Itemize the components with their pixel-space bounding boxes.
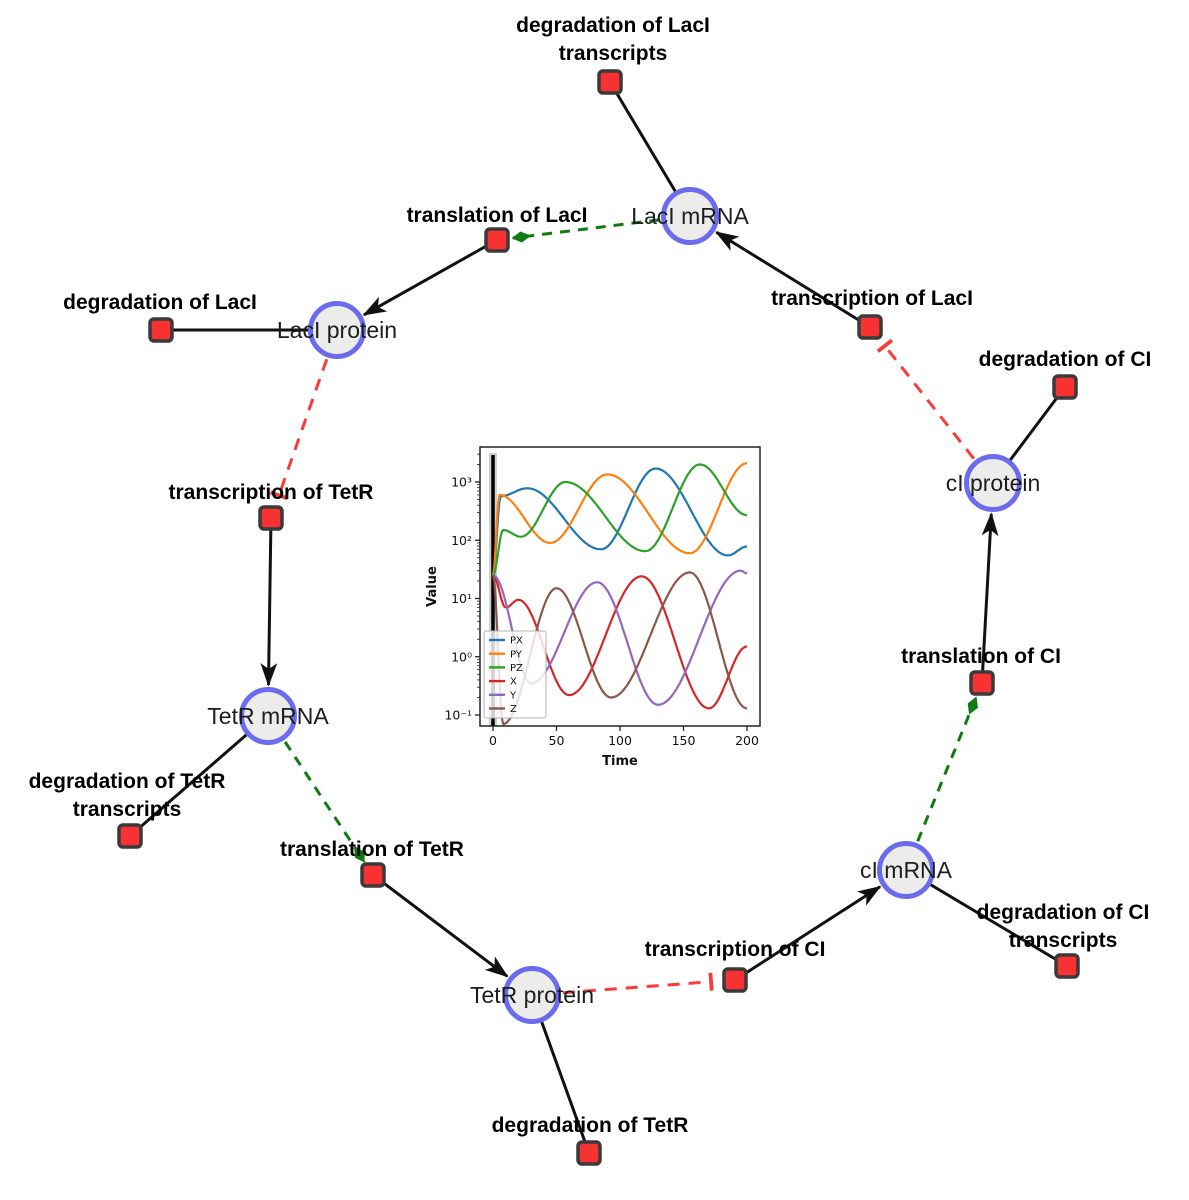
chart-y-ticklabel: 10⁻¹ <box>444 708 472 723</box>
chart-y-ticklabel: 10² <box>451 533 472 548</box>
reaction-label-degradation-ci: degradation of CI <box>979 348 1152 371</box>
edge-production-transcription-ci-ci-mrna <box>734 885 882 982</box>
reaction-node-degradation-tetr[interactable] <box>576 1140 602 1166</box>
species-label-laci-protein: LacI protein <box>277 317 397 343</box>
reaction-label-line: translation of CI <box>901 645 1061 668</box>
chart-x-ticklabel: 50 <box>549 733 565 748</box>
reaction-label-line: translation of LacI <box>407 204 588 227</box>
chart-legend-label-PZ: PZ <box>510 663 523 674</box>
species-node-laci-protein[interactable] <box>308 301 366 359</box>
edge-catalysis-ci-mrna-translation-ci <box>916 696 978 842</box>
species-label-text: cI mRNA <box>860 857 953 883</box>
species-label-text: TetR mRNA <box>207 703 329 729</box>
reaction-node-transcription-tetr[interactable] <box>258 505 284 531</box>
reaction-label-line: transcription of LacI <box>771 287 973 310</box>
chart-legend-label-Y: Y <box>509 690 517 701</box>
species-node-tetr-mrna[interactable] <box>239 687 297 745</box>
species-label-ci-protein: cI protein <box>946 470 1041 496</box>
edge-production-translation-tetr-tetr-protein <box>372 873 509 978</box>
reaction-label-translation-ci: translation of CI <box>901 645 1061 668</box>
reaction-node-degradation-laci[interactable] <box>148 317 174 343</box>
species-label-text: TetR protein <box>470 982 594 1008</box>
reaction-label-translation-laci: translation of LacI <box>407 204 588 227</box>
reaction-node-degradation-ci[interactable] <box>1052 374 1078 400</box>
species-node-laci-mrna[interactable] <box>661 187 719 245</box>
edge-production-translation-ci-ci-protein <box>980 512 999 684</box>
reaction-nodes-layer <box>117 69 1080 1166</box>
reaction-node-translation-tetr[interactable] <box>360 862 386 888</box>
reaction-label-line: transcripts <box>559 42 668 65</box>
reaction-label-transcription-ci: transcription of CI <box>645 938 826 961</box>
edge-inhibition-ci-protein-transcription-laci <box>876 338 975 460</box>
species-label-ci-mrna: cI mRNA <box>860 857 953 883</box>
chart-legend-label-X: X <box>510 677 517 688</box>
species-nodes-layer <box>239 187 1022 1024</box>
reaction-label-translation-tetr: translation of TetR <box>280 838 464 861</box>
reaction-node-transcription-laci[interactable] <box>857 314 883 340</box>
reaction-label-degradation-laci-transcripts: degradation of LacI transcripts <box>516 14 710 65</box>
edge-production-transcription-tetr-tetr-mrna <box>260 517 278 687</box>
species-node-ci-mrna[interactable] <box>877 841 935 899</box>
chart-y-ticklabel: 10⁰ <box>451 649 472 664</box>
reaction-label-line: degradation of LacI <box>63 291 257 314</box>
reaction-label-line: translation of TetR <box>280 838 464 861</box>
chart-series-PZ <box>492 463 748 576</box>
reaction-label-transcription-tetr: transcription of TetR <box>169 481 374 504</box>
inset-chart: 0 50 100 150 200 10⁻¹ 10⁰ 10¹ 10² 10³ Time Value PX P… <box>425 446 761 769</box>
species-label-text: LacI protein <box>277 317 397 343</box>
reaction-node-translation-ci[interactable] <box>969 670 995 696</box>
chart-x-ticklabel: 100 <box>608 733 632 748</box>
reaction-label-line: degradation of CI <box>977 901 1150 924</box>
labels-layer: degradation of LacI transcripts translatio… <box>29 14 1152 1137</box>
reaction-label-line: degradation of LacI <box>516 14 710 37</box>
chart-series-X <box>492 574 748 710</box>
reaction-label-line: transcription of TetR <box>169 481 374 504</box>
reaction-node-degradation-laci-transcripts[interactable] <box>597 69 623 95</box>
reaction-node-degradation-ci-transcripts[interactable] <box>1054 953 1080 979</box>
reaction-label-degradation-laci: degradation of LacI <box>63 291 257 314</box>
chart-x-ticklabel: 150 <box>672 733 696 748</box>
chart-y-ticklabel: 10³ <box>451 475 472 490</box>
edge-catalysis-tetr-mrna-translation-tetr <box>283 741 366 863</box>
chart-x-ticklabel: 0 <box>489 733 497 748</box>
reaction-label-degradation-tetr: degradation of TetR <box>492 1114 689 1137</box>
chart-legend-label-PY: PY <box>510 649 523 660</box>
chart-series-PX <box>491 467 748 576</box>
reaction-label-line: degradation of TetR <box>29 770 226 793</box>
edge-production-transcription-laci-laci-mrna <box>714 230 871 329</box>
species-label-tetr-mrna: TetR mRNA <box>207 703 329 729</box>
edge-consumption-tetr-mrna-degradation-tetr-transcripts <box>129 714 269 838</box>
reaction-label-line: degradation of CI <box>979 348 1152 371</box>
chart-ylabel: Value <box>425 566 440 607</box>
species-label-laci-mrna: LacI mRNA <box>631 203 749 229</box>
chart-xlabel: Time <box>602 754 638 769</box>
edge-inhibition-tetr-protein-transcription-ci <box>562 972 714 995</box>
reaction-node-degradation-tetr-transcripts[interactable] <box>117 823 143 849</box>
reaction-node-translation-laci[interactable] <box>484 227 510 253</box>
species-label-text: cI protein <box>946 470 1041 496</box>
reaction-label-line: transcripts <box>1009 929 1118 952</box>
reaction-label-line: degradation of TetR <box>492 1114 689 1137</box>
edge-catalysis-laci-mrna-translation-laci <box>511 218 660 243</box>
edge-consumption-ci-mrna-degradation-ci-transcripts <box>905 868 1068 968</box>
chart-series-PY <box>491 462 748 576</box>
chart-x-ticklabel: 200 <box>735 733 759 748</box>
reaction-label-degradation-tetr-transcripts: degradation of TetR transcripts <box>29 770 226 821</box>
species-node-ci-protein[interactable] <box>964 454 1022 512</box>
chart-legend-label-PX: PX <box>510 636 523 647</box>
reaction-label-line: transcripts <box>73 798 182 821</box>
chart-y-ticklabel: 10¹ <box>451 591 472 606</box>
edge-inhibition-laci-protein-transcription-tetr <box>269 358 329 501</box>
reaction-label-line: transcription of CI <box>645 938 826 961</box>
chart-legend-label-Z: Z <box>510 704 517 715</box>
reaction-label-transcription-laci: transcription of LacI <box>771 287 973 310</box>
edge-production-translation-laci-laci-protein <box>362 238 498 317</box>
reaction-node-transcription-ci[interactable] <box>722 967 748 993</box>
species-label-text: LacI mRNA <box>631 203 749 229</box>
species-node-tetr-protein[interactable] <box>503 966 561 1024</box>
species-label-tetr-protein: TetR protein <box>470 982 594 1008</box>
reaction-label-degradation-ci-transcripts: degradation of CI transcripts <box>977 901 1150 952</box>
